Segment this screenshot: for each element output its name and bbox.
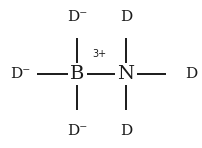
Text: N: N: [117, 65, 134, 83]
Text: 3+: 3+: [92, 49, 106, 59]
Text: D: D: [119, 10, 131, 24]
Text: D: D: [184, 67, 196, 81]
Text: D⁻: D⁻: [67, 124, 87, 138]
Text: D: D: [119, 124, 131, 138]
Text: D⁻: D⁻: [10, 67, 30, 81]
Text: B: B: [70, 65, 84, 83]
Text: D⁻: D⁻: [67, 10, 87, 24]
